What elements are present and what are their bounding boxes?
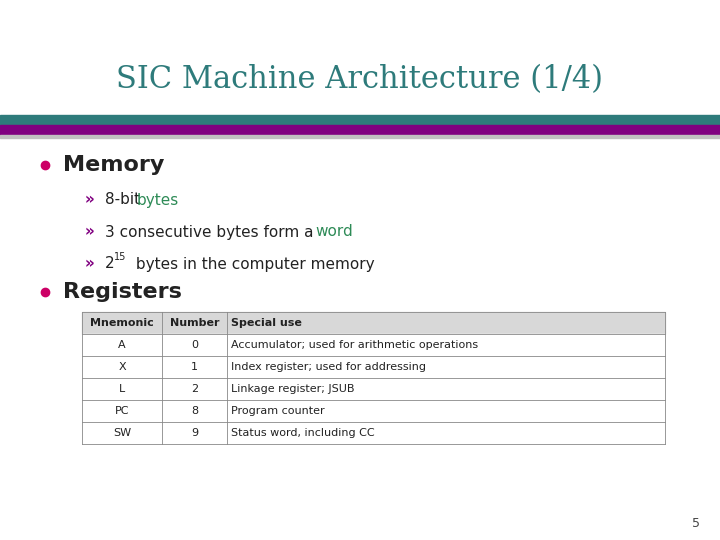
Text: Index register; used for addressing: Index register; used for addressing (231, 362, 426, 372)
Text: Number: Number (170, 318, 220, 328)
Text: L: L (119, 384, 125, 394)
Text: 0: 0 (191, 340, 198, 350)
Bar (82, 356, 665, 378)
Bar (82, 312, 665, 334)
Text: Accumulator; used for arithmetic operations: Accumulator; used for arithmetic operati… (231, 340, 478, 350)
Text: PC: PC (114, 406, 130, 416)
Text: 5: 5 (692, 517, 700, 530)
Text: bytes in the computer memory: bytes in the computer memory (131, 256, 374, 272)
Bar (0, 115, 720, 125)
Bar (82, 378, 665, 400)
Text: 3 consecutive bytes form a: 3 consecutive bytes form a (105, 225, 318, 240)
Text: Linkage register; JSUB: Linkage register; JSUB (231, 384, 354, 394)
Text: SIC Machine Architecture (1/4): SIC Machine Architecture (1/4) (117, 64, 603, 96)
Text: A: A (118, 340, 126, 350)
Text: »: » (85, 192, 95, 207)
Bar (0, 135, 720, 138)
Text: 2: 2 (105, 256, 114, 272)
Text: 15: 15 (114, 252, 127, 262)
Text: bytes: bytes (137, 192, 179, 207)
Text: Status word, including CC: Status word, including CC (231, 428, 374, 438)
Bar (82, 400, 665, 422)
Text: Mnemonic: Mnemonic (90, 318, 154, 328)
Text: Special use: Special use (231, 318, 302, 328)
Text: 2: 2 (191, 384, 198, 394)
Bar (82, 422, 665, 444)
Bar (82, 334, 665, 356)
Bar (0, 125, 720, 135)
Text: X: X (118, 362, 126, 372)
Text: Registers: Registers (63, 282, 182, 302)
Text: 8-bit: 8-bit (105, 192, 145, 207)
Text: 1: 1 (191, 362, 198, 372)
Text: Program counter: Program counter (231, 406, 325, 416)
Text: 8: 8 (191, 406, 198, 416)
Text: »: » (85, 256, 95, 272)
Text: Memory: Memory (63, 155, 164, 175)
Text: SW: SW (113, 428, 131, 438)
Text: word: word (315, 225, 353, 240)
Text: »: » (85, 225, 95, 240)
Text: 9: 9 (191, 428, 198, 438)
